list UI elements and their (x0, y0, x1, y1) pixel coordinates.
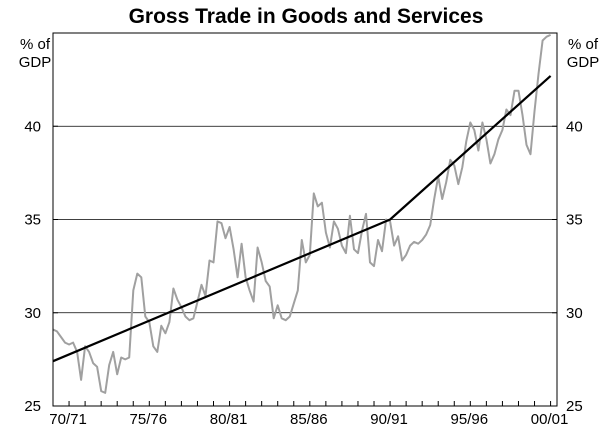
y-tick-label-right: 40 (566, 118, 583, 135)
y-tick-label-right: 30 (566, 305, 583, 322)
y-tick-label-right: 35 (566, 212, 583, 229)
chart-title: Gross Trade in Goods and Services (129, 5, 484, 28)
x-tick-label: 00/01 (531, 411, 569, 428)
y-tick-label-left: 40 (24, 118, 41, 135)
y-axis-unit-left-line2: GDP (19, 54, 52, 71)
y-axis-unit-right-line1: % of (568, 36, 599, 53)
y-tick-label-left: 30 (24, 305, 41, 322)
y-axis-unit-right-line2: GDP (567, 54, 600, 71)
series-group (52, 33, 552, 394)
x-tick-label: 70/71 (49, 411, 87, 428)
x-tick-label: 75/76 (130, 411, 168, 428)
y-tick-labels: 25 25 30 30 35 35 40 40 (24, 118, 582, 415)
x-tick-label: 90/91 (370, 411, 408, 428)
x-tick-label: 80/81 (210, 411, 248, 428)
x-tick-labels: 70/71 75/76 80/81 85/86 90/91 95/96 00/01 (49, 411, 568, 428)
axis-ticks (53, 125, 557, 407)
series-line-actual (52, 33, 552, 394)
series-line-trend (52, 75, 552, 363)
x-tick-label: 85/86 (290, 411, 328, 428)
x-tick-label: 95/96 (451, 411, 489, 428)
y-tick-label-right: 25 (566, 398, 583, 415)
y-tick-label-left: 25 (24, 398, 41, 415)
y-axis-unit-left-line1: % of (20, 36, 51, 53)
y-tick-label-left: 35 (24, 212, 41, 229)
gridlines (53, 125, 557, 314)
